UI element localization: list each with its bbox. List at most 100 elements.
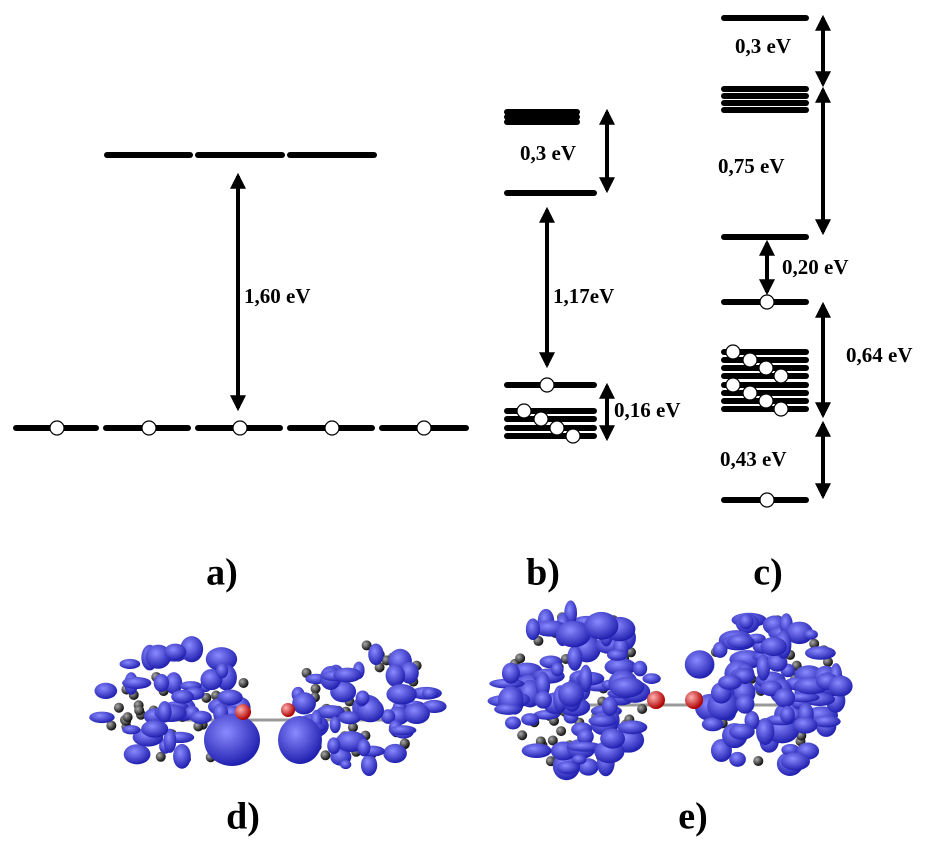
orbital-lobe (588, 715, 617, 727)
carbon-atom (134, 705, 144, 715)
panel-label: b) (526, 552, 560, 594)
orbital-lobe (216, 663, 228, 678)
orbital-lobe (361, 755, 377, 777)
figure: 1,60 eV 0,3 eV 1,17eV 0,16 eV 0,3 eV 0,7… (0, 0, 933, 842)
oxygen-atom (685, 691, 703, 709)
gap-label: 0,3 eV (520, 141, 576, 165)
orbital-lobe (422, 687, 438, 699)
panel-label: e) (678, 796, 708, 838)
orbital-lobe (505, 716, 521, 729)
orbital-lobe (124, 744, 151, 764)
gap-label: 0,75 eV (718, 154, 785, 178)
orbital-lobe (805, 646, 836, 660)
orbital-lobe (781, 752, 810, 770)
orbital-lobe (729, 724, 755, 740)
orbital-lobe (122, 725, 140, 734)
orbital-lobe (494, 704, 522, 715)
orbital-lobe (535, 691, 552, 709)
orbital-lobe (558, 682, 584, 707)
orbital-lobe (780, 706, 795, 724)
gap-label: 0,16 eV (614, 398, 681, 422)
orbital-lobe (389, 725, 417, 735)
panel-b: 0,3 eV 1,17eV 0,16 eV (507, 112, 681, 443)
orbital-lobe (292, 692, 316, 714)
orbital-lobe (383, 744, 407, 763)
orbital-lobe (760, 637, 786, 656)
orbital-lobe (828, 676, 852, 697)
orbital-lobe (141, 720, 168, 737)
molecule-renders (89, 600, 852, 780)
gap-label: 0,43 eV (720, 447, 787, 471)
orbital-lobe (89, 712, 114, 724)
orbital-lobe (736, 694, 755, 714)
orbital-lobe (386, 684, 416, 705)
panel-label: c) (753, 552, 783, 594)
orbital-lobe (607, 650, 628, 661)
carbon-atom (517, 730, 527, 740)
orbital-lobe (278, 716, 322, 764)
carbon-atom (123, 712, 133, 722)
orbital-lobe (158, 701, 172, 723)
orbital-lobe (774, 688, 795, 707)
panel-label: d) (226, 796, 260, 838)
panel-a: 1,60 eV (16, 155, 466, 435)
orbital-lobe (804, 630, 818, 640)
carbon-atom (320, 750, 330, 760)
orbital-lobe (327, 737, 340, 754)
orbital-lobe (757, 654, 770, 680)
orbital-lobe (164, 644, 186, 661)
orbital-lobe (526, 618, 540, 640)
orbital-lobe (551, 663, 564, 677)
orbital-lobe (340, 760, 351, 769)
orbital-lobe (173, 744, 191, 769)
orbital-lobe (190, 711, 212, 724)
orbital-lobe (602, 697, 618, 716)
gap-label: 1,17eV (553, 284, 614, 308)
orbital-lobe (584, 612, 618, 640)
gap-label: 1,60 eV (244, 284, 311, 308)
oxygen-atom (235, 704, 251, 720)
panel-label: a) (206, 552, 238, 594)
carbon-atom (311, 684, 321, 694)
panel-c: 0,3 eV 0,75 eV 0,20 eV 0,64 eV 0,43 eV (718, 18, 913, 507)
orbital-lobe (610, 677, 645, 698)
orbital-lobe (154, 674, 169, 692)
orbital-lobe (122, 677, 151, 689)
orbital-lobe (718, 675, 742, 690)
orbital-lobe (793, 717, 817, 734)
orbital-lobe (120, 659, 141, 669)
orbital-lobe (204, 714, 260, 766)
orbital-lobe (217, 690, 242, 706)
orbital-lobe (642, 673, 660, 684)
orbital-lobe (386, 664, 405, 687)
orbital-lobe (567, 646, 582, 671)
orbital-lobe (727, 634, 754, 648)
gap-label: 0,64 eV (846, 343, 913, 367)
oxygen-atom (647, 691, 665, 709)
orbital-lobe (521, 713, 539, 725)
orbital-lobe (171, 690, 194, 704)
orbital-lobe (685, 650, 715, 678)
orbital-lobe (502, 663, 520, 684)
orbital-lobe (95, 683, 118, 699)
orbital-lobe (368, 643, 383, 665)
carbon-atom (753, 756, 763, 766)
orbital-lobe (403, 703, 430, 724)
orbital-lobe (739, 614, 754, 629)
carbon-atom (114, 703, 124, 713)
gap-label: 0,20 eV (782, 255, 849, 279)
carbon-atom (637, 704, 647, 714)
oxygen-atom (281, 703, 295, 717)
carbon-atom (556, 726, 566, 736)
orbital-lobe (633, 661, 647, 677)
orbital-lobe (357, 739, 370, 757)
orbital-lobe (572, 755, 587, 765)
orbital-lobe (729, 752, 746, 767)
orbital-lobe (333, 668, 362, 683)
orbital-lobe (356, 691, 370, 706)
carbon-atom (239, 678, 249, 688)
orbital-lobe (522, 743, 552, 758)
gap-label: 0,3 eV (735, 34, 791, 58)
orbital-lobe (600, 729, 625, 749)
carbon-atom (515, 653, 525, 663)
